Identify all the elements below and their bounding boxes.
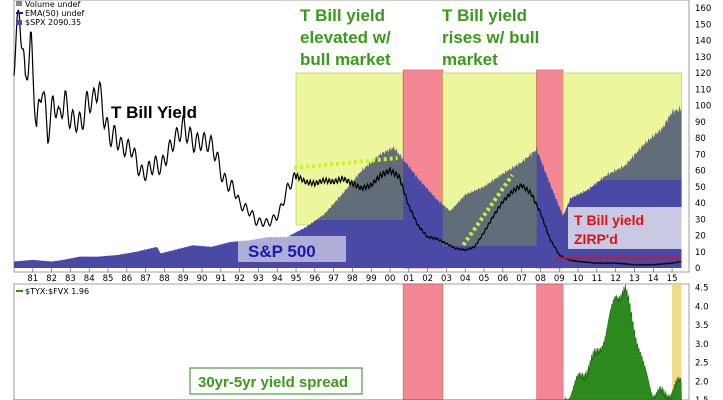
x-tick-04: 04 <box>460 274 471 284</box>
zirp-label-box <box>568 207 682 249</box>
bear-band-lower-1 <box>402 283 444 400</box>
x-tick-02: 02 <box>422 274 433 284</box>
x-tick-82: 82 <box>46 274 57 284</box>
x-tick-06: 06 <box>497 274 508 284</box>
annotation-spread: 30yr-5yr yield spread <box>198 374 348 391</box>
lower-y-tick-3.0: 3.0 <box>695 340 709 350</box>
annotation-zirp-line2: ZIRP'd <box>574 231 618 247</box>
y-tick-80: 80 <box>695 134 706 144</box>
x-tick-98: 98 <box>347 274 358 284</box>
bear-band-lower-3 <box>536 283 564 400</box>
y-tick-70: 70 <box>695 150 706 160</box>
sp500-label-box <box>238 236 346 262</box>
annotation-rises-line3: market <box>442 50 498 69</box>
lower-y-tick-3.5: 3.5 <box>695 321 709 331</box>
x-tick-89: 89 <box>178 274 189 284</box>
x-tick-84: 84 <box>84 274 95 284</box>
annotation-elevated-line2: elevated w/ <box>300 28 391 47</box>
lower-y-tick-1.5: 1.5 <box>695 396 709 400</box>
x-tick-90: 90 <box>197 274 208 284</box>
y-tick-20: 20 <box>695 232 706 242</box>
y-tick-120: 120 <box>695 69 711 79</box>
x-tick-94: 94 <box>272 274 283 284</box>
lower-yellow-tail <box>672 284 682 400</box>
x-tick-91: 91 <box>215 274 226 284</box>
sp500-overlay-2 <box>442 146 537 246</box>
y-tick-0: 0 <box>695 264 700 274</box>
lower-legend: $TYX:$FVX 1.96 <box>25 287 89 296</box>
x-tick-labels: 81 82 83 84 85 86 87 88 89 90 91 92 93 94 95 96 97 98 99 00… <box>27 268 677 284</box>
y-tick-10: 10 <box>695 248 706 258</box>
x-tick-03: 03 <box>441 274 452 284</box>
legend-volume-swatch <box>16 1 22 6</box>
x-tick-11: 11 <box>591 274 602 284</box>
sp500-overlay-0 <box>296 145 404 220</box>
x-tick-83: 83 <box>65 274 76 284</box>
x-tick-13: 13 <box>629 274 640 284</box>
y-tick-130: 130 <box>695 53 711 63</box>
x-tick-10: 10 <box>573 274 584 284</box>
x-tick-96: 96 <box>309 274 320 284</box>
x-tick-95: 95 <box>291 274 302 284</box>
annotation-elevated-line3: bull market <box>300 50 391 69</box>
x-tick-92: 92 <box>234 274 245 284</box>
y-tick-140: 140 <box>695 37 711 47</box>
x-tick-05: 05 <box>479 274 490 284</box>
x-tick-86: 86 <box>121 274 132 284</box>
x-tick-85: 85 <box>103 274 114 284</box>
legend-spx-swatch <box>16 20 22 25</box>
legend-ema: EMA(50) undef <box>25 9 85 18</box>
y-tick-110: 110 <box>695 85 711 95</box>
x-tick-14: 14 <box>648 274 659 284</box>
y-tick-40: 40 <box>695 199 706 209</box>
annotation-rises-line1: T Bill yield <box>442 6 527 25</box>
lower-y-tick-2.0: 2.0 <box>695 377 709 387</box>
x-tick-00: 00 <box>385 274 396 284</box>
y-tick-100: 100 <box>695 102 711 112</box>
lower-y-tick-4.5: 4.5 <box>695 284 709 294</box>
y-tick-60: 60 <box>695 167 706 177</box>
spread-label-box <box>189 367 363 395</box>
y-tick-90: 90 <box>695 118 706 128</box>
annotation-rises-line2: rises w/ bull <box>442 28 539 47</box>
annotation-sp500: S&P 500 <box>248 242 316 261</box>
x-tick-99: 99 <box>366 274 377 284</box>
x-tick-08: 08 <box>535 274 546 284</box>
annotation-elevated-line1: T Bill yield <box>300 6 385 25</box>
lower-y-tick-4.0: 4.0 <box>695 302 709 312</box>
y-tick-150: 150 <box>695 20 711 30</box>
x-tick-87: 87 <box>140 274 151 284</box>
tbill-yield-line <box>13 9 682 266</box>
x-tick-97: 97 <box>328 274 339 284</box>
shaded-inner-fills <box>296 105 682 246</box>
x-tick-88: 88 <box>159 274 170 284</box>
lower-y-tick-labels: 4.5 4.0 3.5 3.0 2.5 2.0 1.5 <box>695 284 709 400</box>
trend-lines <box>293 156 684 260</box>
legend-volume: Volume undef <box>25 0 80 9</box>
x-tick-01: 01 <box>403 274 414 284</box>
annotation-tbill-yield: T Bill Yield <box>111 103 197 122</box>
sp500-overlay-4 <box>563 105 682 180</box>
annotation-zirp-line1: T Bill yield <box>574 212 644 228</box>
y-tick-50: 50 <box>695 183 706 193</box>
lower-period-bands <box>402 283 682 400</box>
x-tick-93: 93 <box>253 274 264 284</box>
x-tick-12: 12 <box>610 274 621 284</box>
x-tick-81: 81 <box>27 274 38 284</box>
legend-spx: $SPX 2090.35 <box>25 18 81 27</box>
trend-dots-1995-2000 <box>293 156 398 170</box>
lower-y-tick-2.5: 2.5 <box>695 359 709 369</box>
y-tick-30: 30 <box>695 215 706 225</box>
x-tick-09: 09 <box>554 274 565 284</box>
spread-area <box>14 284 682 400</box>
x-tick-07: 07 <box>516 274 527 284</box>
trend-dots-2003-2006 <box>461 173 514 247</box>
x-tick-15: 15 <box>667 274 678 284</box>
y-tick-160: 160 <box>695 4 711 14</box>
